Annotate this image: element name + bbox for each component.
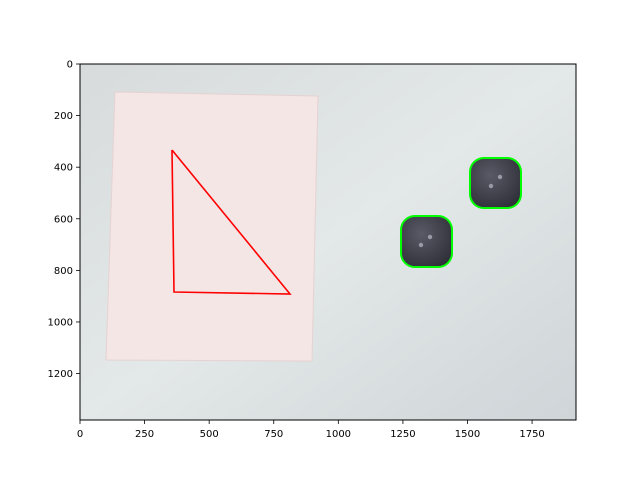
axes-frame: [79, 63, 577, 421]
button-2: [400, 215, 453, 268]
y-tick-label: 1000: [48, 317, 73, 328]
x-tick-label: 1750: [519, 429, 544, 440]
x-tick-label: 1500: [455, 429, 480, 440]
y-tick-label: 400: [54, 163, 73, 174]
button-1: [469, 157, 522, 209]
y-tick-label: 0: [67, 60, 73, 71]
x-axis: 0 250 500 750 1000 1250 1500 1750: [77, 420, 545, 440]
x-tick-label: 1000: [326, 429, 351, 440]
drawn-triangle: [171, 149, 292, 295]
y-axis: 0 200 400 600 800 1000 1200: [48, 60, 80, 380]
x-tick-label: 0: [77, 429, 83, 440]
y-tick-label: 600: [54, 214, 73, 225]
x-tick-label: 750: [264, 429, 283, 440]
y-tick-label: 1200: [48, 369, 73, 380]
y-tick-label: 200: [54, 111, 73, 122]
paper-sheet: [105, 91, 319, 362]
x-tick-label: 500: [200, 429, 219, 440]
y-tick-label: 800: [54, 266, 73, 277]
x-tick-label: 1250: [390, 429, 415, 440]
photo: [80, 64, 576, 420]
x-tick-label: 250: [135, 429, 154, 440]
